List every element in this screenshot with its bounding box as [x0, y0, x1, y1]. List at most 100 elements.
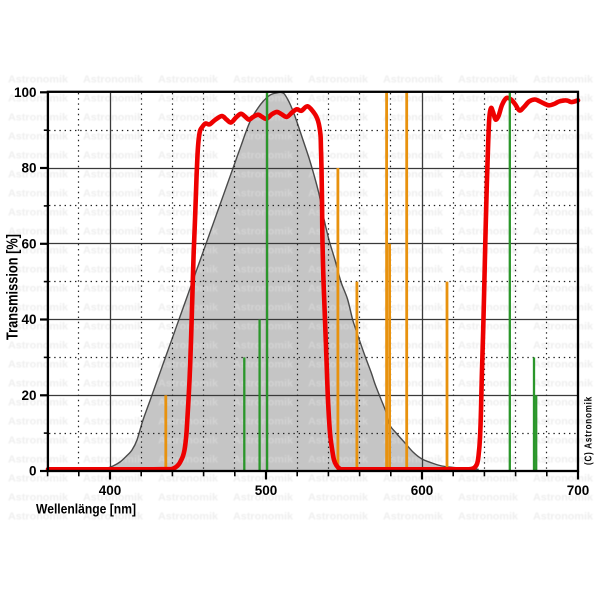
svg-text:Astronomik: Astronomik	[158, 170, 218, 181]
svg-text:Astronomik: Astronomik	[458, 94, 518, 105]
svg-text:Astronomik: Astronomik	[158, 265, 218, 276]
svg-text:Astronomik: Astronomik	[458, 398, 518, 409]
svg-text:Astronomik: Astronomik	[8, 208, 68, 219]
svg-text:Astronomik: Astronomik	[533, 246, 593, 257]
svg-text:Astronomik: Astronomik	[308, 512, 368, 523]
svg-text:Astronomik: Astronomik	[158, 455, 218, 466]
svg-text:Astronomik: Astronomik	[533, 265, 593, 276]
svg-text:Astronomik: Astronomik	[383, 113, 443, 124]
svg-text:Astronomik: Astronomik	[8, 341, 68, 352]
svg-text:Astronomik: Astronomik	[233, 284, 293, 295]
svg-text:Astronomik: Astronomik	[8, 436, 68, 447]
svg-text:Astronomik: Astronomik	[458, 284, 518, 295]
svg-text:Astronomik: Astronomik	[233, 246, 293, 257]
svg-text:Astronomik: Astronomik	[83, 455, 143, 466]
svg-text:Astronomik: Astronomik	[233, 151, 293, 162]
svg-text:Astronomik: Astronomik	[158, 113, 218, 124]
svg-text:Astronomik: Astronomik	[83, 94, 143, 105]
svg-text:Astronomik: Astronomik	[383, 189, 443, 200]
svg-text:Astronomik: Astronomik	[233, 75, 293, 86]
svg-text:40: 40	[21, 312, 36, 327]
svg-text:Astronomik: Astronomik	[8, 493, 68, 504]
svg-text:Astronomik: Astronomik	[533, 379, 593, 390]
svg-text:Astronomik: Astronomik	[383, 360, 443, 371]
svg-text:Astronomik: Astronomik	[8, 189, 68, 200]
svg-text:Astronomik: Astronomik	[158, 493, 218, 504]
svg-text:Astronomik: Astronomik	[383, 208, 443, 219]
svg-text:Astronomik: Astronomik	[158, 322, 218, 333]
svg-text:Astronomik: Astronomik	[83, 436, 143, 447]
svg-text:Astronomik: Astronomik	[533, 436, 593, 447]
svg-text:Astronomik: Astronomik	[8, 417, 68, 428]
svg-text:Astronomik: Astronomik	[458, 512, 518, 523]
svg-text:Astronomik: Astronomik	[83, 75, 143, 86]
svg-text:Astronomik: Astronomik	[233, 417, 293, 428]
svg-text:Astronomik: Astronomik	[383, 246, 443, 257]
svg-text:Astronomik: Astronomik	[8, 94, 68, 105]
svg-text:Astronomik: Astronomik	[233, 208, 293, 219]
svg-text:Astronomik: Astronomik	[383, 170, 443, 181]
svg-text:Astronomik: Astronomik	[383, 341, 443, 352]
svg-text:Astronomik: Astronomik	[458, 303, 518, 314]
svg-text:Astronomik: Astronomik	[458, 455, 518, 466]
svg-text:Astronomik: Astronomik	[383, 132, 443, 143]
svg-text:Astronomik: Astronomik	[533, 360, 593, 371]
svg-text:0: 0	[29, 464, 37, 479]
svg-text:Astronomik: Astronomik	[233, 360, 293, 371]
svg-text:Astronomik: Astronomik	[533, 208, 593, 219]
svg-text:Astronomik: Astronomik	[83, 493, 143, 504]
svg-text:Astronomik: Astronomik	[233, 474, 293, 485]
svg-text:Astronomik: Astronomik	[308, 132, 368, 143]
svg-text:Astronomik: Astronomik	[158, 151, 218, 162]
svg-text:Astronomik: Astronomik	[158, 189, 218, 200]
svg-text:Astronomik: Astronomik	[233, 493, 293, 504]
svg-text:Astronomik: Astronomik	[308, 151, 368, 162]
svg-text:Astronomik: Astronomik	[83, 246, 143, 257]
svg-text:Astronomik: Astronomik	[458, 360, 518, 371]
svg-text:Astronomik: Astronomik	[533, 132, 593, 143]
svg-text:Astronomik: Astronomik	[233, 322, 293, 333]
svg-text:20: 20	[21, 388, 36, 403]
svg-text:Astronomik: Astronomik	[458, 322, 518, 333]
svg-text:Astronomik: Astronomik	[383, 227, 443, 238]
svg-text:Astronomik: Astronomik	[383, 379, 443, 390]
svg-text:700: 700	[567, 483, 590, 498]
svg-text:Astronomik: Astronomik	[533, 170, 593, 181]
svg-text:Astronomik: Astronomik	[233, 170, 293, 181]
svg-text:Astronomik: Astronomik	[308, 113, 368, 124]
svg-text:Astronomik: Astronomik	[458, 474, 518, 485]
svg-text:Astronomik: Astronomik	[533, 75, 593, 86]
svg-text:Astronomik: Astronomik	[158, 303, 218, 314]
svg-text:Astronomik: Astronomik	[458, 246, 518, 257]
svg-text:Astronomik: Astronomik	[83, 227, 143, 238]
svg-text:Astronomik: Astronomik	[458, 75, 518, 86]
svg-text:Astronomik: Astronomik	[233, 436, 293, 447]
svg-text:Astronomik: Astronomik	[533, 417, 593, 428]
svg-text:Astronomik: Astronomik	[458, 417, 518, 428]
svg-text:Astronomik: Astronomik	[383, 151, 443, 162]
svg-text:Astronomik: Astronomik	[533, 512, 593, 523]
svg-text:Astronomik: Astronomik	[383, 322, 443, 333]
svg-text:Astronomik: Astronomik	[458, 227, 518, 238]
svg-text:Astronomik: Astronomik	[158, 284, 218, 295]
svg-text:Astronomik: Astronomik	[83, 360, 143, 371]
svg-text:Astronomik: Astronomik	[383, 94, 443, 105]
svg-text:Astronomik: Astronomik	[8, 322, 68, 333]
svg-text:Astronomik: Astronomik	[383, 265, 443, 276]
svg-text:Astronomik: Astronomik	[83, 170, 143, 181]
svg-text:Astronomik: Astronomik	[458, 379, 518, 390]
svg-text:Astronomik: Astronomik	[533, 398, 593, 409]
svg-text:Astronomik: Astronomik	[158, 227, 218, 238]
svg-text:Astronomik: Astronomik	[8, 246, 68, 257]
svg-text:Astronomik: Astronomik	[83, 151, 143, 162]
svg-text:Astronomik: Astronomik	[8, 379, 68, 390]
svg-text:Astronomik: Astronomik	[158, 436, 218, 447]
svg-text:Astronomik: Astronomik	[533, 151, 593, 162]
svg-text:Astronomik: Astronomik	[308, 75, 368, 86]
svg-text:Astronomik: Astronomik	[83, 417, 143, 428]
svg-text:Astronomik: Astronomik	[158, 208, 218, 219]
svg-text:Astronomik: Astronomik	[8, 265, 68, 276]
svg-text:Astronomik: Astronomik	[533, 113, 593, 124]
svg-text:Astronomik: Astronomik	[83, 341, 143, 352]
svg-text:Astronomik: Astronomik	[308, 474, 368, 485]
